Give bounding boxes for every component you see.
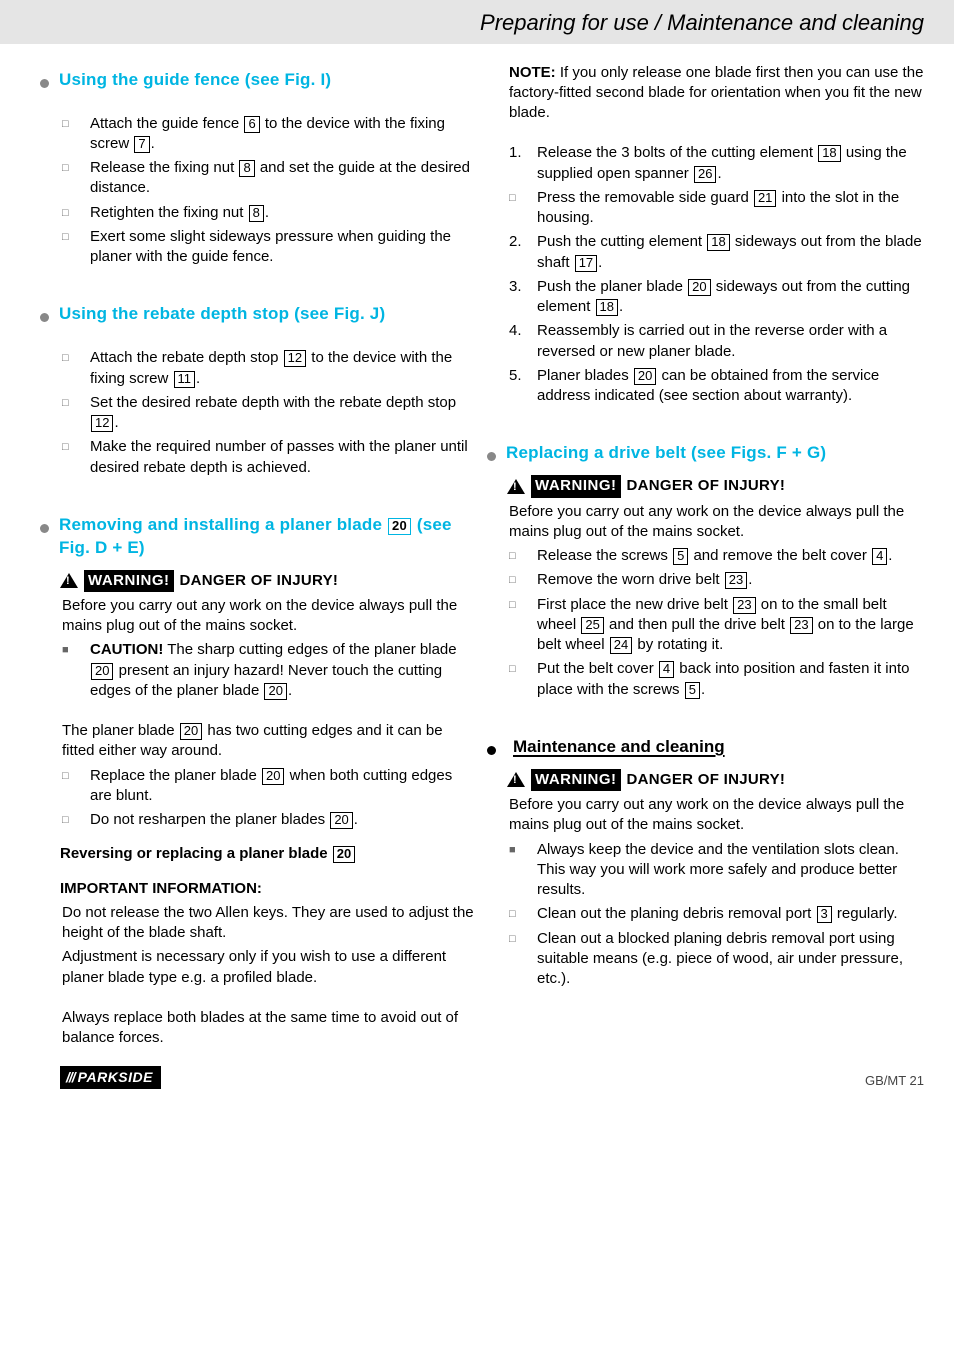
section-title: Maintenance and cleaning — [513, 736, 725, 759]
section-heading: Replacing a drive belt (see Figs. F + G) — [487, 442, 924, 465]
paragraph: Do not release the two Allen keys. They … — [62, 903, 477, 944]
ref-box: 12 — [284, 350, 306, 367]
ref-box: 11 — [174, 371, 196, 388]
warning-row: WARNING! DANGER OF INJURY! — [60, 570, 477, 592]
warning-pill: WARNING! — [531, 769, 621, 791]
list-item: □Set the desired rebate depth with the r… — [60, 393, 477, 434]
ref-box: 4 — [659, 661, 674, 678]
ref-box: 5 — [673, 548, 688, 565]
list-item: □Remove the worn drive belt 23. — [507, 570, 924, 590]
ref-box: 20 — [264, 683, 286, 700]
ref-box: 18 — [596, 299, 618, 316]
list-item: □Exert some slight sideways pressure whe… — [60, 227, 477, 268]
list-item: □Press the removable side guard 21 into … — [507, 188, 924, 229]
ref-box: 4 — [872, 548, 887, 565]
section-title: Removing and installing a planer blade 2… — [59, 514, 477, 560]
warning-pill: WARNING! — [84, 570, 174, 592]
brand-badge: ///PARKSIDE — [60, 1066, 161, 1089]
section-heading: Removing and installing a planer blade 2… — [40, 514, 477, 560]
ref-box: 21 — [754, 190, 776, 207]
list-item: □Do not resharpen the planer blades 20. — [60, 810, 477, 830]
warning-pill: WARNING! — [531, 475, 621, 497]
list-item: □Release the fixing nut 8 and set the gu… — [60, 158, 477, 199]
list-item: □Clean out the planing debris removal po… — [507, 904, 924, 924]
bullet-icon — [487, 746, 496, 755]
paragraph: Before you carry out any work on the dev… — [509, 795, 924, 836]
sub-heading: Reversing or replacing a planer blade 20 — [60, 844, 477, 864]
page-header: Preparing for use / Maintenance and clea… — [0, 0, 954, 44]
list-item: 1.Release the 3 bolts of the cutting ele… — [507, 143, 924, 184]
section-heading: Maintenance and cleaning — [487, 736, 924, 759]
list-item: 5.Planer blades 20 can be obtained from … — [507, 366, 924, 407]
list-item: 4.Reassembly is carried out in the rever… — [507, 321, 924, 362]
page-footer: ///PARKSIDE GB/MT 21 — [0, 1062, 954, 1097]
right-column: NOTE: If you only release one blade firs… — [507, 59, 924, 1053]
list-item: □Replace the planer blade 20 when both c… — [60, 766, 477, 807]
section-heading: Using the guide fence (see Fig. I) — [40, 69, 477, 92]
ref-box: 6 — [244, 116, 259, 133]
list-item: □Attach the guide fence 6 to the device … — [60, 114, 477, 155]
bullet-icon — [487, 452, 496, 461]
list-item: □Release the screws 5 and remove the bel… — [507, 546, 924, 566]
warning-icon — [507, 479, 525, 494]
section-title: Using the rebate depth stop (see Fig. J) — [59, 303, 385, 326]
bullet-icon — [40, 313, 49, 322]
ref-box: 23 — [790, 617, 812, 634]
list-item: □Clean out a blocked planing debris remo… — [507, 929, 924, 990]
paragraph: The planer blade 20 has two cutting edge… — [62, 721, 477, 762]
ref-box: 7 — [134, 136, 149, 153]
ref-box: 20 — [180, 723, 202, 740]
ref-box: 20 — [333, 846, 355, 863]
section-title: Using the guide fence (see Fig. I) — [59, 69, 331, 92]
list-item: CAUTION! The sharp cutting edges of the … — [60, 640, 477, 701]
ref-box: 23 — [725, 572, 747, 589]
ref-box: 20 — [91, 663, 113, 680]
page-body: Using the guide fence (see Fig. I) □Atta… — [0, 44, 954, 1063]
ref-box: 26 — [694, 166, 716, 183]
sub-heading: IMPORTANT INFORMATION: — [60, 879, 477, 899]
list-item: Always keep the device and the ventilati… — [507, 840, 924, 901]
warning-row: WARNING! DANGER OF INJURY! — [507, 769, 924, 791]
bullet-icon — [40, 79, 49, 88]
page-number: GB/MT 21 — [865, 1072, 924, 1090]
warning-row: WARNING! DANGER OF INJURY! — [507, 475, 924, 497]
warning-text: DANGER OF INJURY! — [627, 770, 786, 790]
ref-box: 25 — [581, 617, 603, 634]
list-item: □Attach the rebate depth stop 12 to the … — [60, 348, 477, 389]
ref-box: 20 — [634, 368, 656, 385]
section-heading: Using the rebate depth stop (see Fig. J) — [40, 303, 477, 326]
bullet-icon — [40, 524, 49, 533]
ref-box: 24 — [610, 637, 632, 654]
ref-box: 23 — [733, 597, 755, 614]
list-item: □Put the belt cover 4 back into position… — [507, 659, 924, 700]
ref-box: 20 — [388, 518, 411, 535]
warning-icon — [507, 772, 525, 787]
paragraph: Before you carry out any work on the dev… — [62, 596, 477, 637]
ref-box: 18 — [818, 145, 840, 162]
paragraph: Adjustment is necessary only if you wish… — [62, 947, 477, 988]
warning-text: DANGER OF INJURY! — [180, 571, 339, 591]
ref-box: 5 — [685, 682, 700, 699]
note-paragraph: NOTE: If you only release one blade firs… — [509, 63, 924, 124]
ref-box: 8 — [239, 160, 254, 177]
list-item: 3.Push the planer blade 20 sideways out … — [507, 277, 924, 318]
list-item: 2.Push the cutting element 18 sideways o… — [507, 232, 924, 273]
list-item: □First place the new drive belt 23 on to… — [507, 595, 924, 656]
list-item: □Retighten the fixing nut 8. — [60, 203, 477, 223]
paragraph: Before you carry out any work on the dev… — [509, 502, 924, 543]
paragraph: Always replace both blades at the same t… — [62, 1008, 477, 1049]
warning-text: DANGER OF INJURY! — [627, 476, 786, 496]
ref-box: 8 — [249, 205, 264, 222]
ref-box: 17 — [575, 255, 597, 272]
left-column: Using the guide fence (see Fig. I) □Atta… — [60, 59, 477, 1053]
list-item: □Make the required number of passes with… — [60, 437, 477, 478]
ref-box: 20 — [262, 768, 284, 785]
ref-box: 3 — [817, 906, 832, 923]
ref-box: 12 — [91, 415, 113, 432]
ref-box: 18 — [707, 234, 729, 251]
ref-box: 20 — [330, 812, 352, 829]
warning-icon — [60, 573, 78, 588]
ref-box: 20 — [688, 279, 710, 296]
section-title: Replacing a drive belt (see Figs. F + G) — [506, 442, 826, 465]
